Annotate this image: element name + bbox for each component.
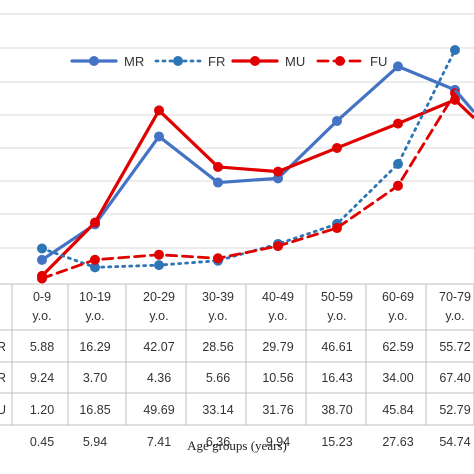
table-cell: 27.63 [382, 435, 413, 449]
table-cell: 5.66 [206, 371, 230, 385]
data-point-mu [90, 217, 100, 228]
x-axis-title: Age groups (years) [187, 438, 287, 453]
table-cell: 31.76 [262, 403, 293, 417]
table-cell: 54.74 [439, 435, 470, 449]
category-label: 10-19 [79, 290, 111, 304]
table-cell: 6.36 [206, 435, 230, 449]
table-cell: 28.56 [202, 340, 233, 354]
category-label: 20-29 [143, 290, 175, 304]
data-point-mr [37, 254, 47, 265]
data-point-fr [154, 260, 164, 271]
data-point-fr [90, 262, 100, 273]
series-line-mr-tail [453, 88, 474, 114]
legend-label-fr: FR [208, 54, 225, 69]
category-sublabel: y.o. [32, 309, 51, 323]
data-point-fu [393, 180, 403, 191]
table-cell: 49.69 [143, 403, 174, 417]
data-point-mu [332, 142, 342, 153]
data-point-mu [154, 105, 164, 116]
category-sublabel: y.o. [327, 309, 346, 323]
data-point-mr [154, 131, 164, 142]
table-cell: 7.41 [147, 435, 171, 449]
series-line-mu-tail [453, 98, 474, 120]
data-point-fu [90, 254, 100, 265]
table-cell: 42.07 [143, 340, 174, 354]
category-sublabel: y.o. [268, 309, 287, 323]
table-cell: 46.61 [321, 340, 352, 354]
data-point-mu [273, 166, 283, 177]
row-label: R [0, 340, 6, 354]
row-label: R [0, 371, 6, 385]
table-cell: 67.40 [439, 371, 470, 385]
category-label: 50-59 [321, 290, 353, 304]
series-line-fr [40, 48, 457, 269]
data-table: 0-9 y.o. 10-19 y.o. 20-29 y.o. 30-39 y.o. 40-49 y… [0, 283, 474, 449]
series-lines [37, 45, 474, 284]
table-cell: 15.23 [321, 435, 352, 449]
series-line-fu [40, 91, 457, 280]
category-label: 30-39 [202, 290, 234, 304]
category-sublabel: y.o. [149, 309, 168, 323]
table-cell: 16.43 [321, 371, 352, 385]
category-sublabel: y.o. [85, 309, 104, 323]
table-cell: 45.84 [382, 403, 413, 417]
data-point-mr [213, 177, 223, 188]
table-cell: 52.79 [439, 403, 470, 417]
gridlines [0, 13, 474, 249]
table-cell: 16.85 [79, 403, 110, 417]
legend-marker-fu [335, 56, 345, 66]
category-label: 0-9 [33, 290, 51, 304]
data-point-fr [37, 243, 47, 254]
table-cell: 0.45 [30, 435, 54, 449]
category-label: 70-79 [439, 290, 471, 304]
data-point-fr [450, 45, 460, 55]
legend: MR FR MU FU [70, 54, 387, 69]
legend-marker-mu [250, 56, 260, 66]
data-point-mu [393, 118, 403, 129]
data-point-fu [332, 223, 342, 234]
table-cell: 9.94 [266, 435, 290, 449]
data-point-mr [393, 61, 403, 72]
data-point-fr [393, 158, 403, 169]
table-cell: 4.36 [147, 371, 171, 385]
table-cell: 62.59 [382, 340, 413, 354]
data-point-fu [213, 253, 223, 264]
table-cell: 3.70 [83, 371, 107, 385]
table-cell: 9.24 [30, 371, 54, 385]
table-cell: 16.29 [79, 340, 110, 354]
table-cell: 34.00 [382, 371, 413, 385]
table-cell: 29.79 [262, 340, 293, 354]
series-line-mu [40, 98, 457, 278]
legend-label-mu: MU [285, 54, 305, 69]
category-label: 60-69 [382, 290, 414, 304]
table-cell: 1.20 [30, 403, 54, 417]
data-point-fu [37, 273, 47, 284]
legend-marker-fr [173, 56, 183, 66]
legend-label-mr: MR [124, 54, 144, 69]
table-cell: 5.88 [30, 340, 54, 354]
data-point-fu [273, 241, 283, 252]
legend-marker-mr [89, 56, 99, 66]
row-label: U [0, 403, 6, 417]
category-label: 40-49 [262, 290, 294, 304]
category-sublabel: y.o. [208, 309, 227, 323]
table-cell: 10.56 [262, 371, 293, 385]
series-line-mr [40, 64, 457, 262]
data-point-mu [213, 161, 223, 172]
legend-label-fu: FU [370, 54, 387, 69]
table-cell: 38.70 [321, 403, 352, 417]
data-point-mr [332, 115, 342, 126]
category-sublabel: y.o. [388, 309, 407, 323]
category-sublabel: y.o. [445, 309, 464, 323]
table-cell: 55.72 [439, 340, 470, 354]
data-point-fu [154, 249, 164, 260]
table-cell: 5.94 [83, 435, 107, 449]
table-cell: 33.14 [202, 403, 233, 417]
